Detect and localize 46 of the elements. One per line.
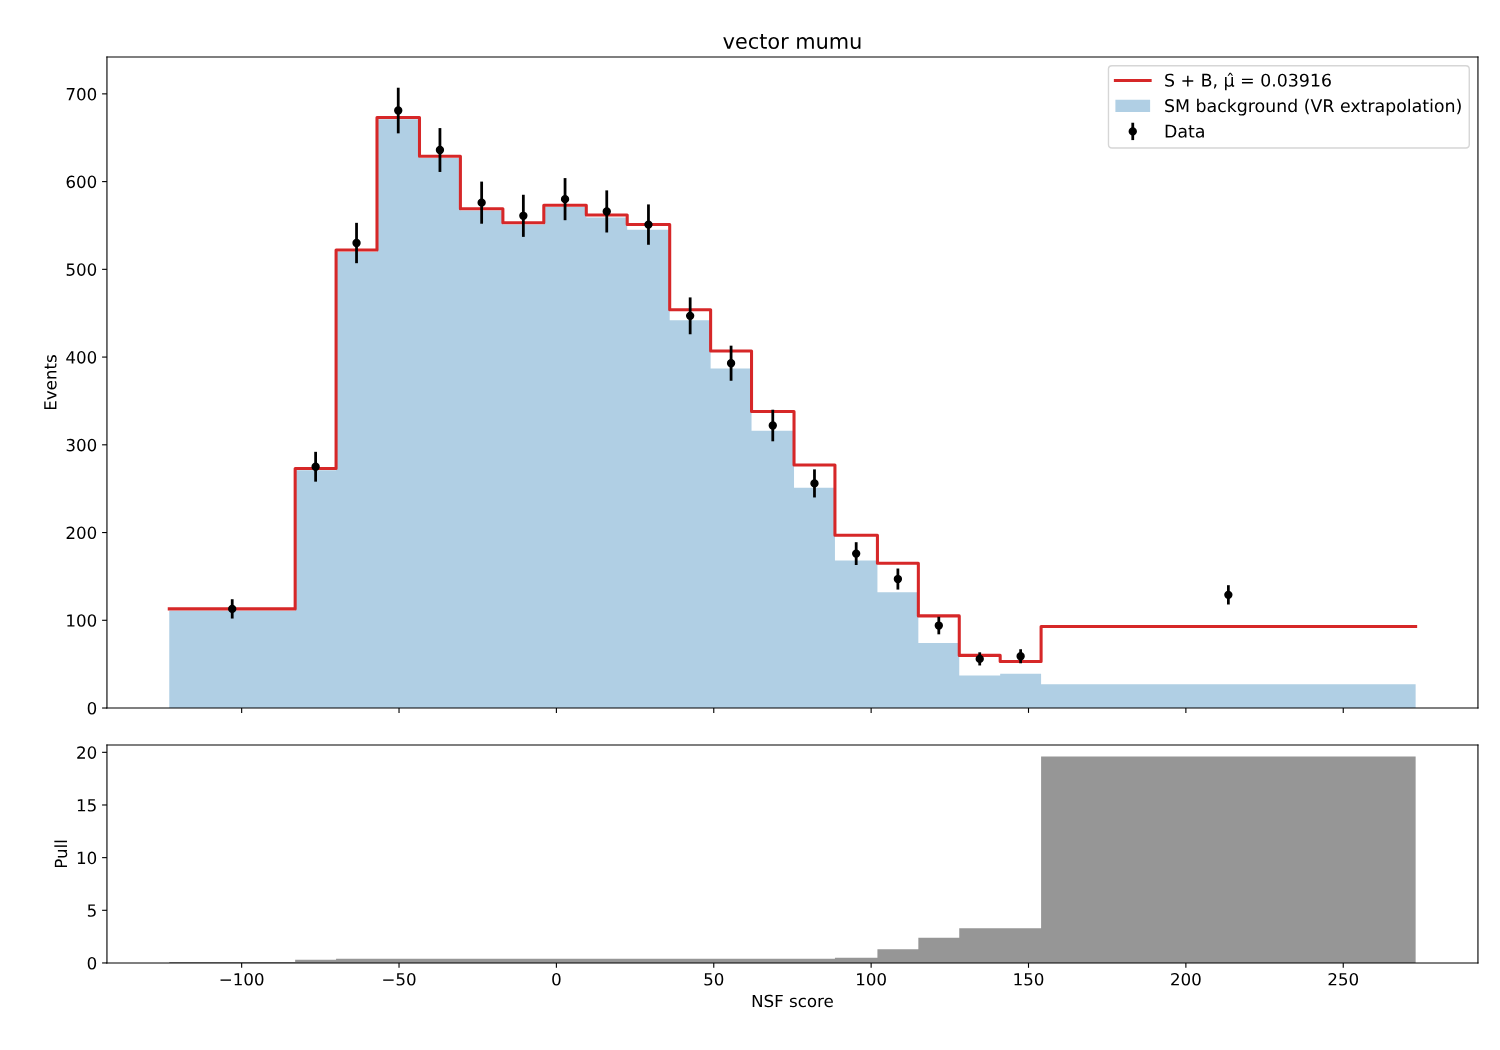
y-tick-label: 500 xyxy=(66,263,97,276)
point xyxy=(852,549,861,558)
x-tick-label: −50 xyxy=(383,972,416,986)
x-tick-label: 100 xyxy=(857,972,886,986)
x-tick-label: 50 xyxy=(704,972,724,986)
x-tick-label: −100 xyxy=(220,972,264,986)
point xyxy=(519,211,528,220)
x-tick-label: 250 xyxy=(1328,972,1359,986)
y-tick-label: 15 xyxy=(77,799,96,812)
y-axis-title: Events xyxy=(44,355,57,410)
point xyxy=(560,194,570,204)
y-tick-label: 0 xyxy=(87,956,97,970)
point xyxy=(1224,590,1233,600)
point xyxy=(394,106,403,115)
point xyxy=(311,462,320,471)
point xyxy=(602,207,611,216)
point xyxy=(644,220,653,229)
point xyxy=(685,311,695,321)
y-tick-label: 300 xyxy=(66,438,97,452)
point xyxy=(352,238,361,248)
point xyxy=(768,421,777,430)
legend-label: S + B, μ̂ = 0.03916 xyxy=(1165,72,1331,91)
y-tick-label: 700 xyxy=(66,87,97,101)
y-tick-label: 10 xyxy=(77,851,97,865)
y-tick-label: 100 xyxy=(67,614,97,627)
legend-label: SM background (VR extrapolation) xyxy=(1165,98,1461,116)
y-tick-label: 200 xyxy=(66,526,97,540)
chart-title: vector mumu xyxy=(723,34,861,49)
x-axis-title: NSF score xyxy=(752,994,833,1008)
point xyxy=(435,145,445,155)
legend-label: Data xyxy=(1165,124,1204,138)
y-tick-label: 600 xyxy=(66,175,97,189)
point xyxy=(477,198,486,207)
point xyxy=(893,574,903,584)
x-tick-label: 0 xyxy=(552,972,561,986)
y-tick-label: 20 xyxy=(77,746,97,759)
point xyxy=(228,604,237,614)
y-tick-label: 0 xyxy=(87,701,97,715)
y-tick-label: 400 xyxy=(66,351,97,364)
point xyxy=(810,479,819,488)
x-tick-label: 200 xyxy=(1171,972,1201,986)
y-tick-label: 5 xyxy=(87,904,96,917)
point xyxy=(934,621,943,630)
point xyxy=(726,359,736,368)
y-axis-title: Pull xyxy=(54,840,68,868)
x-tick-label: 150 xyxy=(1014,972,1044,986)
